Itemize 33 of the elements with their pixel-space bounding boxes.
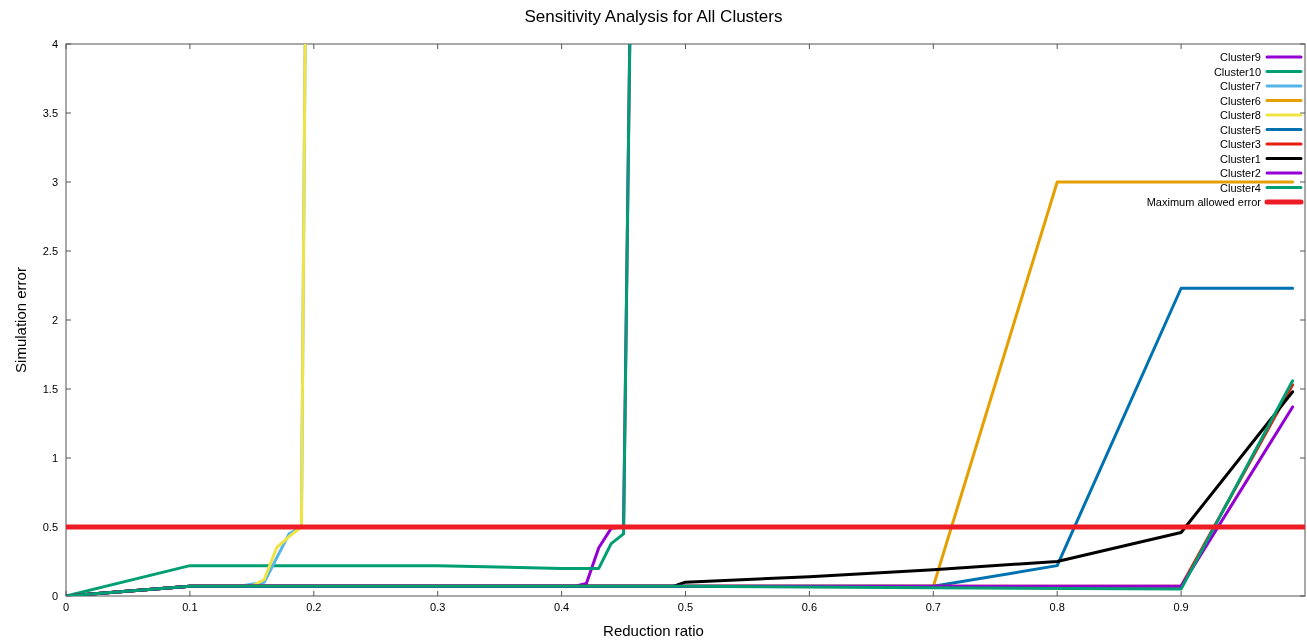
chart-title: Sensitivity Analysis for All Clusters [524,7,783,26]
legend-label: Cluster2 [1220,167,1261,179]
y-tick-label: 2 [51,314,58,326]
x-tick-label: 0.1 [182,601,198,613]
legend-label: Cluster8 [1220,109,1261,121]
x-axis-title: Reduction ratio [603,622,704,639]
x-tick-label: 0.9 [1173,601,1189,613]
legend-label: Cluster6 [1220,94,1261,107]
x-tick-label: 0.7 [925,601,941,613]
y-tick-label: 3.5 [42,107,58,119]
legend-label: Cluster9 [1220,51,1261,63]
y-tick-label: 0.5 [42,521,58,533]
y-axis-title: Simulation error [12,267,29,373]
y-tick-label: 3 [51,176,58,188]
y-tick-label: 0 [51,590,58,602]
y-tick-label: 1.5 [42,383,58,395]
legend-label: Cluster3 [1220,138,1261,150]
legend-label: Cluster1 [1220,152,1261,165]
y-tick-label: 1 [51,452,58,464]
x-tick-label: 0.6 [801,601,818,613]
x-tick-label: 0.8 [1049,601,1065,613]
legend-label: Cluster7 [1220,80,1261,92]
legend-label: Maximum allowed error [1146,196,1262,208]
y-tick-label: 2.5 [42,245,58,257]
x-tick-label: 0.3 [430,601,446,613]
x-tick-label: 0.5 [677,601,694,613]
legend-label: Cluster4 [1220,181,1261,194]
legend-label: Cluster10 [1213,65,1261,78]
x-tick-label: 0.2 [306,601,322,613]
legend-label: Cluster5 [1220,123,1261,136]
x-tick-label: 0 [62,601,70,613]
y-tick-label: 4 [51,38,58,50]
x-tick-label: 0.4 [553,601,570,613]
